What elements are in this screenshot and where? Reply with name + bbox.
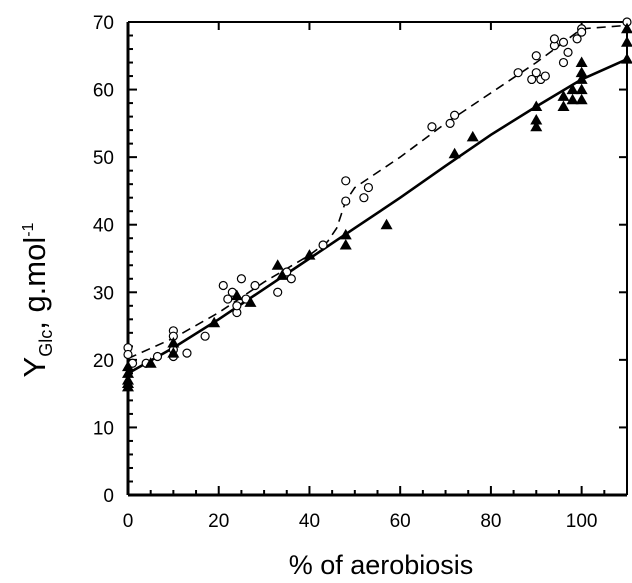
x-tick-label: 40 <box>299 511 320 532</box>
open-circle-point <box>286 274 296 284</box>
y-axis-label-main: Y <box>17 357 52 378</box>
filled-triangle-point <box>122 367 134 378</box>
y-axis-label-rest: , g.mol <box>17 237 52 330</box>
filled-triangle-point <box>144 357 157 368</box>
open-circle-point <box>152 351 163 362</box>
y-tick-label: 70 <box>93 13 114 34</box>
x-tick-label: 60 <box>390 511 411 532</box>
filled-triangle-point <box>557 90 570 101</box>
filled-triangle-point <box>167 336 180 348</box>
filled-triangle-point <box>122 360 134 372</box>
plot-frame <box>126 21 628 497</box>
data-points <box>122 17 632 392</box>
filled-triangle-point <box>167 347 180 358</box>
y-tick-label: 20 <box>93 351 114 372</box>
open-circle-point <box>363 182 374 193</box>
filled-triangle-point <box>621 36 632 47</box>
x-axis-label: % of aerobiosis <box>289 550 474 580</box>
y-tick-label: 10 <box>93 418 114 439</box>
open-circle-point <box>527 74 537 85</box>
x-tick-label: 100 <box>566 511 598 532</box>
open-circle-point <box>540 71 550 81</box>
y-axis-label: YGlc, g.mol-1 <box>17 222 56 377</box>
open-circle-point <box>558 37 569 47</box>
filled-triangle-point <box>566 93 579 105</box>
filled-triangle-point <box>575 83 588 95</box>
y-tick-label: 60 <box>93 81 114 102</box>
filled-triangle-point <box>122 380 134 392</box>
filled-triangle-point <box>557 100 570 111</box>
y-tick-label: 0 <box>103 486 114 507</box>
filled-triangle-point <box>575 73 588 84</box>
open-circle-point <box>341 196 351 206</box>
open-circle-point <box>558 57 569 68</box>
y-axis-label-sup: -1 <box>20 222 37 236</box>
filled-triangle-point <box>575 66 588 78</box>
filled-triangle-point <box>621 22 632 34</box>
filled-triangle-point <box>208 316 221 328</box>
x-tick-label: 0 <box>123 511 134 532</box>
open-circle-point <box>232 301 242 311</box>
open-circle-point <box>427 122 437 132</box>
filled-triangle-point <box>466 130 479 142</box>
filled-triangle-point <box>448 147 461 159</box>
open-circle-point <box>359 193 369 203</box>
filled-triangle-point <box>230 289 243 301</box>
x-tick-label: 80 <box>480 511 501 532</box>
x-tick-label: 20 <box>208 511 229 532</box>
y-tick-label: 40 <box>93 216 114 237</box>
open-circle-point <box>445 118 455 128</box>
filled-triangle-point <box>530 113 543 125</box>
fit-lines <box>127 24 628 375</box>
filled-triangle-point <box>244 296 257 307</box>
open-circle-point <box>182 348 192 358</box>
y-tick-label: 30 <box>93 283 114 304</box>
filled-triangle-point <box>339 228 352 240</box>
open-circle-point <box>123 349 133 360</box>
filled-triangle-point <box>276 269 289 280</box>
filled-triangle-point <box>575 56 588 68</box>
open-circle-point <box>531 68 541 78</box>
open-circle-point <box>450 110 460 120</box>
filled-triangle-point <box>530 120 543 132</box>
open-circle-point <box>200 331 210 341</box>
open-circle-point <box>341 176 351 186</box>
filled-triangle-point <box>303 249 316 260</box>
filled-triangle-point <box>339 238 352 250</box>
y-tick-label: 50 <box>93 148 114 169</box>
open-circle-point <box>513 68 523 78</box>
dashed-fit-line <box>127 24 628 360</box>
y-axis-ticks: 0 10 20 30 40 50 60 70 <box>93 13 627 507</box>
open-circle-point <box>549 34 560 44</box>
filled-triangle-point <box>566 83 579 95</box>
filled-triangle-point <box>530 100 543 111</box>
open-circle-point <box>273 287 283 297</box>
open-circle-point <box>250 280 260 291</box>
filled-triangle-point <box>380 218 393 230</box>
filled-triangle-point <box>575 93 588 105</box>
filled-triangle-point <box>271 259 284 270</box>
open-circle-point <box>236 274 247 284</box>
solid-fit-line <box>127 58 628 375</box>
open-circle-point <box>318 240 328 250</box>
open-circle-point <box>572 34 582 44</box>
y-axis-label-sub: Glc <box>36 330 56 357</box>
open-circle-point <box>577 27 587 37</box>
filled-triangle-point <box>621 53 632 64</box>
open-circle-point <box>531 51 541 61</box>
open-circle-point <box>563 47 573 58</box>
open-circle-point <box>218 280 228 291</box>
